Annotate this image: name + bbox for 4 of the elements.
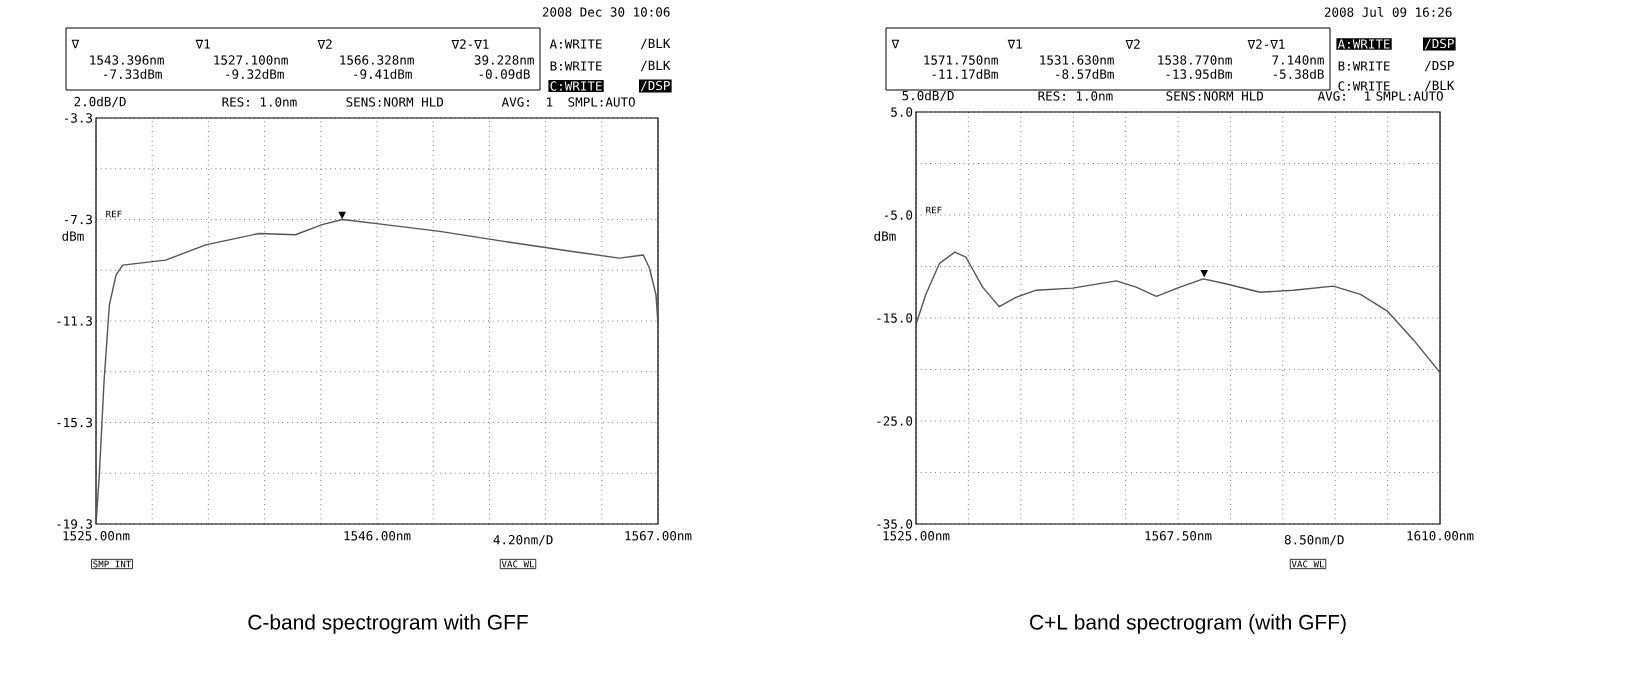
text: C-band spectrogram with GFF (248, 614, 528, 634)
line-series (95, 218, 659, 525)
text: C+L band spectrogram (with GFF) (1030, 614, 1346, 634)
line-series (915, 251, 1441, 374)
